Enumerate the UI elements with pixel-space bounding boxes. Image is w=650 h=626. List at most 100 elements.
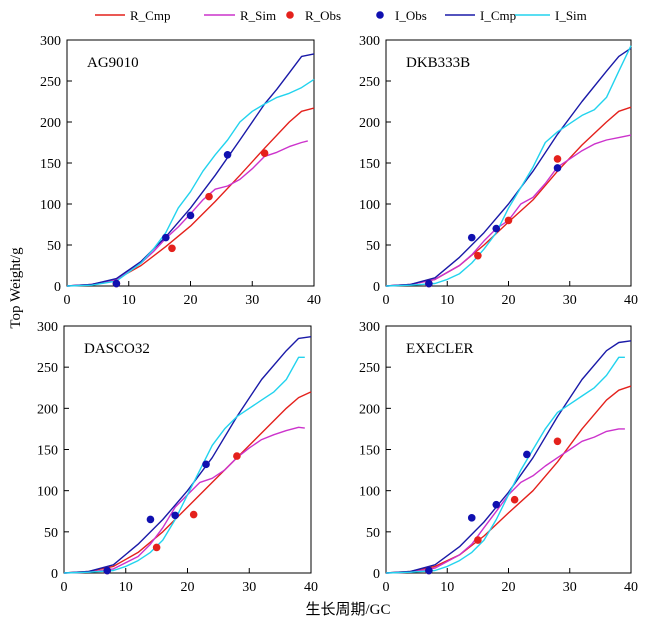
data-point-i-obs: [112, 279, 121, 288]
y-tick-label: 50: [366, 526, 380, 541]
x-tick-label: 20: [502, 580, 516, 595]
data-point-i-obs: [202, 460, 210, 469]
data-point-r-obs: [189, 510, 198, 519]
legend-item-i-sim: I_Sim: [515, 8, 587, 23]
x-tick-label: 20: [184, 293, 198, 308]
x-tick-label: 0: [383, 580, 390, 595]
chart-panel-ag9010: 0 10 20 30 40 0 50 100 150 200 250 300 AG9010: [40, 34, 321, 308]
y-tick-label: 0: [373, 567, 380, 582]
y-tick-label: 100: [359, 198, 380, 213]
y-tick-label: 100: [37, 485, 58, 500]
y-tick-label: 200: [40, 116, 61, 131]
chart-panel-execler: 0 10 20 30 40 0 50 100 150 200 250 300 EXECLER: [359, 320, 638, 595]
y-tick-label: 0: [51, 567, 58, 582]
series-line-i-sim: [66, 78, 315, 287]
data-point-r-obs: [168, 244, 176, 253]
plot-frame: [385, 325, 632, 574]
x-tick-label: 10: [119, 580, 133, 595]
x-tick-label: 0: [383, 293, 390, 308]
data-point-i-obs: [162, 233, 170, 242]
y-tick-label: 200: [359, 402, 380, 417]
x-tick-label: 0: [61, 580, 68, 595]
panel-title: EXECLER: [406, 341, 474, 357]
y-tick-label: 100: [359, 485, 380, 500]
y-tick-label: 0: [54, 280, 61, 295]
data-point-i-obs: [171, 511, 179, 520]
panel-title: DKB333B: [406, 55, 470, 71]
legend-swatch-marker: [376, 11, 384, 19]
series-line-r-cmp: [385, 106, 632, 287]
data-point-i-obs: [425, 279, 433, 288]
data-point-i-obs: [467, 233, 476, 242]
data-point-r-obs: [553, 155, 562, 163]
data-point-i-obs: [523, 450, 531, 459]
x-tick-label: 40: [624, 293, 638, 308]
legend-label: R_Sim: [240, 8, 276, 23]
x-tick-label: 40: [304, 580, 318, 595]
series-line-r-sim: [385, 428, 625, 574]
data-point-i-obs: [425, 566, 433, 575]
legend-item-r-cmp: R_Cmp: [95, 8, 170, 23]
data-point-i-obs: [186, 211, 195, 220]
y-tick-label: 250: [40, 75, 61, 90]
series-line-r-sim: [63, 426, 305, 574]
y-tick-label: 150: [359, 444, 380, 459]
y-tick-label: 250: [37, 361, 58, 376]
legend-label: I_Cmp: [480, 8, 516, 23]
plot-frame: [385, 39, 632, 287]
x-tick-label: 30: [563, 293, 577, 308]
y-tick-label: 50: [44, 526, 58, 541]
x-tick-label: 20: [181, 580, 195, 595]
series-line-r-cmp: [66, 107, 315, 287]
y-tick-label: 50: [366, 239, 380, 254]
plot-frame: [66, 39, 315, 287]
x-tick-label: 30: [245, 293, 259, 308]
series-line-i-sim: [385, 356, 625, 574]
x-tick-label: 20: [502, 293, 516, 308]
data-point-r-obs: [233, 452, 241, 460]
data-point-i-obs: [492, 224, 501, 233]
legend-label: I_Sim: [555, 8, 587, 23]
panel-title: DASCO32: [84, 341, 150, 357]
legend-item-r-sim: R_Sim: [204, 8, 276, 23]
y-tick-label: 300: [359, 320, 380, 335]
data-point-r-obs: [553, 437, 562, 446]
data-point-i-obs: [223, 151, 232, 159]
y-tick-label: 200: [37, 402, 58, 417]
legend: R_Cmp R_Sim R_Obs I_Obs I_Cmp I_Sim: [95, 8, 587, 23]
x-tick-label: 0: [64, 293, 71, 308]
chart-panel-dasco32: 0 10 20 30 40 0 50 100 150 200 250 300 DASCO32: [37, 320, 318, 595]
data-point-i-obs: [146, 515, 155, 524]
series-line-r-cmp: [63, 391, 312, 574]
chart-panel-dkb333b: 0 10 20 30 40 0 50 100 150 200 250 300 DKB333B: [359, 34, 638, 308]
x-tick-label: 10: [440, 580, 454, 595]
x-tick-label: 30: [242, 580, 256, 595]
series-line-i-sim: [385, 45, 632, 287]
legend-label: R_Obs: [305, 8, 341, 23]
y-tick-label: 300: [359, 34, 380, 49]
y-tick-label: 150: [40, 157, 61, 172]
legend-label: R_Cmp: [130, 8, 170, 23]
data-point-r-obs: [474, 251, 482, 260]
legend-label: I_Obs: [395, 8, 427, 23]
series-line-i-sim: [63, 356, 305, 574]
data-point-r-obs: [260, 149, 269, 157]
series-line-i-cmp: [385, 47, 632, 287]
legend-item-i-obs: I_Obs: [376, 8, 427, 23]
y-tick-label: 250: [359, 75, 380, 90]
legend-item-i-cmp: I_Cmp: [445, 8, 516, 23]
y-tick-label: 150: [359, 157, 380, 172]
y-tick-label: 50: [47, 239, 61, 254]
series-line-i-cmp: [385, 340, 632, 574]
series-line-i-cmp: [66, 53, 315, 287]
data-point-r-obs: [205, 192, 213, 201]
data-point-i-obs: [467, 514, 476, 522]
x-tick-label: 40: [624, 580, 638, 595]
panel-title: AG9010: [87, 55, 139, 71]
x-tick-label: 10: [440, 293, 454, 308]
legend-swatch-marker: [286, 11, 294, 19]
y-tick-label: 100: [40, 198, 61, 213]
data-point-i-obs: [103, 566, 112, 575]
